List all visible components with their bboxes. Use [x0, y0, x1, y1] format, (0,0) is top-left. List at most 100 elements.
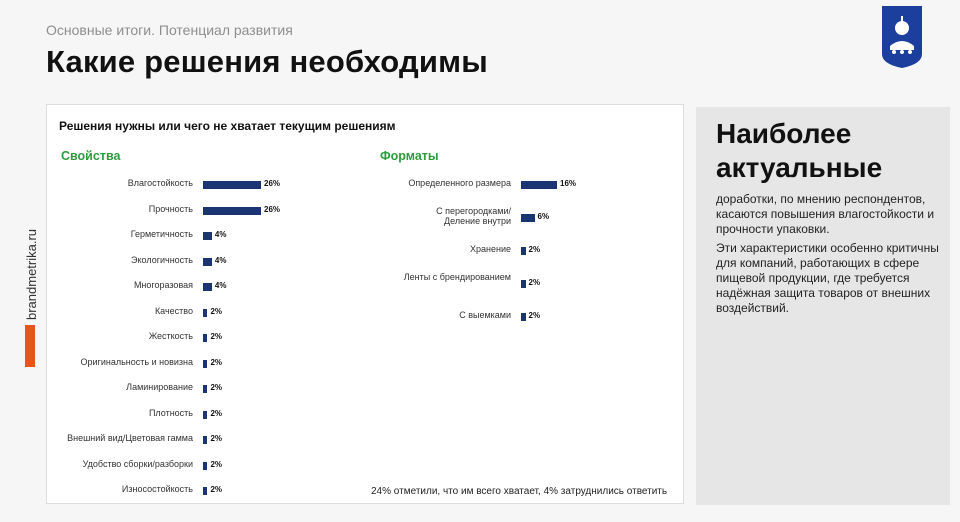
bar [203, 410, 208, 419]
bar [521, 247, 526, 255]
category-label: Оригинальность и новизна [47, 356, 193, 372]
data-label: 2% [528, 278, 541, 287]
chart-title-formats: Форматы [380, 149, 439, 163]
bar [203, 385, 208, 393]
category-label: Экологичность [47, 254, 193, 270]
bar [521, 313, 526, 321]
bar-group: 2% [521, 243, 587, 259]
data-label: 26% [264, 179, 281, 188]
bar-group: 4% [203, 254, 291, 270]
chart-panel-title: Решения нужны или чего не хватает текущи… [59, 119, 396, 133]
bar-group: 6% [521, 210, 587, 226]
bar [203, 487, 208, 495]
data-label: 2% [210, 306, 223, 316]
category-label: С перегородками/Деление внутри [347, 206, 511, 226]
category-label-text: С перегородками/Деление внутри [436, 206, 511, 226]
bar-group: 2% [203, 458, 291, 474]
bar-group: 2% [203, 356, 291, 372]
bar [203, 436, 208, 444]
summary-card: Наиболее актуальные доработки, по мнению… [696, 107, 950, 505]
data-label: 2% [210, 383, 223, 392]
bar [521, 214, 535, 222]
summary-heading: Наиболее актуальные [716, 117, 882, 185]
bar [203, 232, 212, 240]
category-label-text: Многоразовая [133, 280, 193, 290]
data-label: 2% [210, 434, 223, 443]
summary-paragraph-1: доработки, по мнению респондентов, касаю… [716, 192, 935, 236]
data-label: 16% [560, 179, 577, 188]
bar-group: 26% [203, 203, 291, 219]
bar-group: 2% [521, 309, 587, 325]
bar-group: 2% [203, 305, 291, 321]
category-label: Ленты с брендированием [347, 272, 511, 292]
category-label: Внешний вид/Цветовая гамма [47, 432, 193, 448]
category-label: Прочность [47, 203, 193, 219]
category-label: С выемками [347, 309, 511, 325]
category-label: Удобство сборки/разборки [47, 458, 193, 474]
data-label: 6% [537, 212, 550, 221]
category-label-text: Экологичность [131, 254, 193, 265]
category-label: Многоразовая [47, 279, 193, 295]
bar-group: 4% [203, 228, 291, 244]
category-label-text: Влагостойкость [127, 178, 193, 188]
bar-group: 2% [203, 381, 291, 397]
slide-supertitle: Основные итоги. Потенциал развития [46, 22, 293, 38]
bar-group: 2% [203, 432, 291, 448]
bar [203, 359, 208, 368]
bar [203, 181, 261, 189]
slide-title: Какие решения необходимы [46, 44, 488, 79]
chart-panel: Решения нужны или чего не хватает текущи… [46, 104, 684, 504]
category-label-text: Жесткость [148, 331, 193, 341]
bar [203, 308, 208, 317]
category-label: Жесткость [47, 330, 193, 346]
chart-footnote: 24% отметили, что им всего хватает, 4% з… [371, 486, 668, 497]
data-label: 4% [214, 230, 227, 239]
bar-group: 16% [521, 177, 587, 193]
data-label: 2% [210, 459, 223, 469]
chart-title-properties: Свойства [61, 149, 121, 163]
bar [203, 334, 208, 342]
bar-group: 26% [203, 177, 291, 193]
category-label: Хранение [347, 243, 511, 259]
category-label: Плотность [47, 407, 193, 423]
data-label: 2% [210, 408, 223, 418]
category-label-text: С выемками [459, 310, 511, 320]
data-label: 2% [210, 357, 223, 367]
category-label-text: Прочность [148, 203, 193, 214]
category-label-text: Определенного размера [408, 178, 511, 188]
side-brand-text: brandmetrika.ru [14, 205, 46, 325]
data-label: 4% [214, 281, 227, 290]
bar [203, 283, 212, 291]
category-label: Ламинирование [47, 381, 193, 397]
data-label: 2% [210, 332, 223, 341]
summary-paragraph-2: Эти характеристики особенно критичны для… [716, 241, 939, 315]
side-brand-label: brandmetrika.ru [24, 228, 39, 320]
data-label: 2% [528, 311, 541, 320]
data-label: 2% [528, 245, 541, 254]
category-label: Определенного размера [347, 177, 511, 193]
category-label-text: Качество [154, 305, 193, 316]
bar [203, 257, 212, 266]
summary-heading-line2: актуальные [716, 152, 883, 183]
category-label-text: Удобство сборки/разборки [82, 458, 193, 469]
category-label-text: Ламинирование [126, 382, 193, 392]
data-label: 4% [214, 255, 227, 265]
category-label-text: Плотность [148, 407, 193, 418]
category-label-text: Хранение [470, 244, 511, 254]
bar [203, 206, 261, 215]
bar [521, 280, 526, 288]
bar [203, 461, 208, 470]
bar-group: 4% [203, 279, 291, 295]
brand-accent-bar [25, 325, 35, 367]
bar [521, 181, 557, 189]
data-label: 2% [210, 485, 223, 494]
bar-group: 2% [203, 483, 291, 499]
summary-heading-line1: Наиболее [716, 118, 852, 149]
brand-logo-icon [882, 6, 922, 68]
category-label-text: Внешний вид/Цветовая гамма [67, 433, 193, 443]
bar-group: 2% [203, 330, 291, 346]
category-label-text: Герметичность [130, 229, 193, 239]
summary-text: доработки, по мнению респондентов, касаю… [716, 192, 941, 320]
category-label-text: Износостойкость [121, 484, 193, 494]
category-label: Качество [47, 305, 193, 321]
